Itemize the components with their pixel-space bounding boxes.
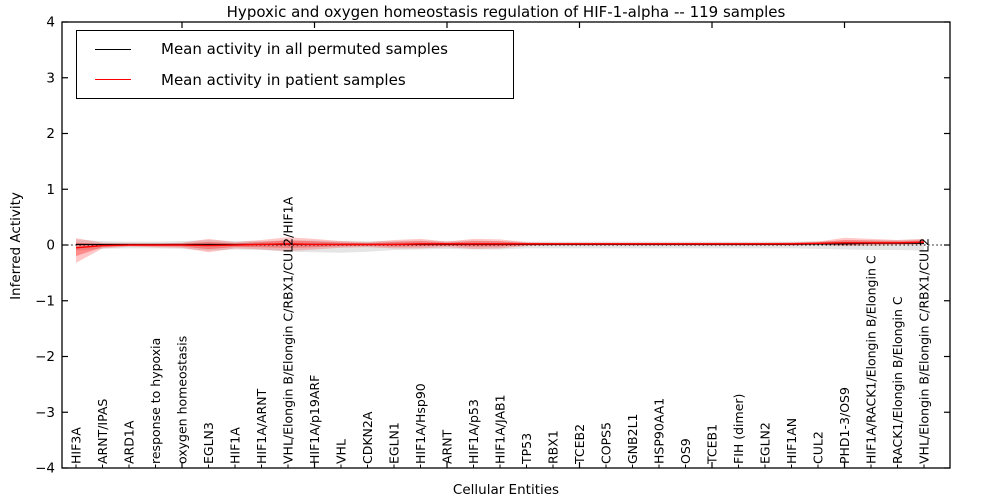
legend: Mean activity in all permuted samples Me… xyxy=(76,30,514,99)
x-entity-label: EGLN2 xyxy=(758,422,773,464)
x-entity-label: HIF1A/ARNT xyxy=(254,388,269,464)
y-tick-label: −2 xyxy=(35,349,55,365)
y-tick-label: 2 xyxy=(46,126,55,142)
x-entity-label: HIF1A/JAB1 xyxy=(493,394,508,464)
y-tick-label: −1 xyxy=(35,293,55,309)
x-entity-label: RACK1/Elongin B/Elongin C xyxy=(890,296,905,464)
x-entity-label: RBX1 xyxy=(546,430,561,464)
y-tick-label: −4 xyxy=(35,461,55,477)
x-entity-label: VHL/Elongin B/Elongin C/RBX1/CUL2/HIF1A xyxy=(281,196,296,464)
x-entity-label: FIH (dimer) xyxy=(731,394,746,464)
y-tick-label: 4 xyxy=(46,15,55,31)
x-entity-label: oxygen homeostasis xyxy=(175,336,190,464)
x-entity-label: PHD1-3/OS9 xyxy=(837,387,852,464)
x-entity-label: HIF1A/p19ARF xyxy=(307,375,322,464)
legend-row-permuted: Mean activity in all permuted samples xyxy=(95,37,513,61)
x-entity-label: HIF1A/Hsp90 xyxy=(413,383,428,464)
x-entity-label: response to hypoxia xyxy=(148,338,163,464)
x-entity-label: TP53 xyxy=(519,433,534,465)
x-entity-label: CUL2 xyxy=(811,431,826,464)
x-entity-label: HIF1A/RACK1/Elongin B/Elongin C xyxy=(864,255,879,464)
x-entity-label: HIF1AN xyxy=(784,418,799,464)
x-entity-label: ARNT xyxy=(440,429,455,464)
permuted-std-band xyxy=(76,239,924,253)
x-entity-label: ARD1A xyxy=(122,420,137,464)
y-tick-label: 1 xyxy=(46,182,55,198)
x-axis-label: Cellular Entities xyxy=(452,482,560,498)
x-entity-label: VHL/Elongin B/Elongin C/RBX1/CUL2 xyxy=(917,238,932,464)
x-entity-label: GNB2L1 xyxy=(625,414,640,464)
x-entity-label: EGLN1 xyxy=(387,422,402,464)
x-entity-label: TCEB1 xyxy=(705,424,720,465)
x-entity-label: CDKN2A xyxy=(360,411,375,464)
x-entity-label: HIF1A xyxy=(228,427,243,464)
y-axis-label: Inferred Activity xyxy=(8,192,24,300)
patient-mean-line xyxy=(75,241,925,249)
x-entity-label: ARNT/IPAS xyxy=(95,399,110,464)
y-tick-label: 3 xyxy=(46,70,55,86)
y-tick-label: −3 xyxy=(35,405,55,421)
legend-label-patient: Mean activity in patient samples xyxy=(161,70,406,89)
permuted-line-swatch xyxy=(95,48,131,50)
x-entity-label: OS9 xyxy=(678,438,693,464)
x-entity-label: COPS5 xyxy=(599,422,614,464)
x-entity-label: HIF3A xyxy=(69,427,84,464)
legend-label-permuted: Mean activity in all permuted samples xyxy=(161,40,448,59)
legend-row-patient: Mean activity in patient samples xyxy=(95,68,513,92)
x-entity-label: EGLN3 xyxy=(201,422,216,464)
plot-title: Hypoxic and oxygen homeostasis regulatio… xyxy=(226,3,786,21)
patient-line-swatch xyxy=(95,79,131,81)
x-entity-label: HSP90AA1 xyxy=(652,398,667,464)
x-entity-label: VHL xyxy=(334,439,349,464)
x-entity-label: HIF1A/p53 xyxy=(466,399,481,464)
y-tick-label: 0 xyxy=(46,238,55,254)
patient-std-band-outer xyxy=(76,237,924,263)
x-entity-label: TCEB2 xyxy=(572,424,587,465)
